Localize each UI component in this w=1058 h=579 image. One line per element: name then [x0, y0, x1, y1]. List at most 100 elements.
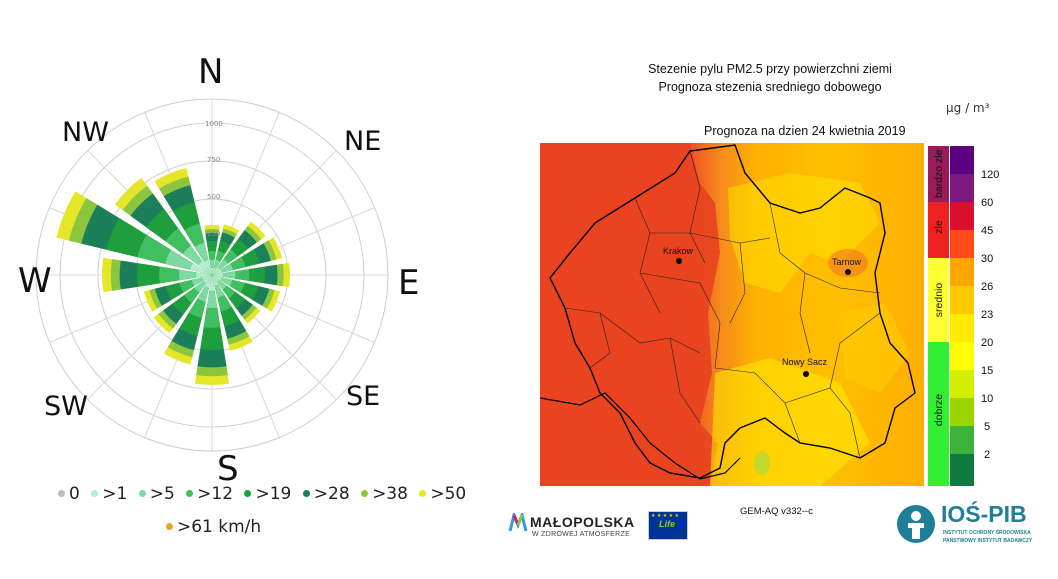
wind-speed-legend-row2: >61 km/h [160, 517, 261, 537]
city-dot-krakow [676, 258, 682, 264]
life-logo-text: Life [659, 519, 676, 529]
compass-e: E [398, 263, 420, 303]
wind-rose-petal [209, 260, 215, 275]
wind-rose-petal [202, 275, 212, 281]
city-dot-tarnow [845, 269, 851, 275]
wind-rose-petal [203, 275, 212, 284]
colorbar-tick: 10 [981, 393, 994, 405]
wind-rose-petal [179, 269, 212, 281]
wind-rose-petal [212, 275, 222, 281]
wind-rose-petal [210, 268, 214, 275]
compass-se: SE [346, 381, 381, 412]
radial-tick-250: 250 [207, 230, 220, 238]
wind-rose-petal [212, 267, 216, 275]
compass-n: N [198, 52, 224, 92]
malopolska-logo-icon [508, 513, 528, 532]
radial-tick-750: 750 [207, 156, 220, 164]
wind-rose-petal [212, 275, 218, 286]
category-bardzo-zle [928, 146, 949, 202]
compass-w: W [18, 261, 52, 301]
legend-swatch [91, 489, 99, 497]
legend-label: >5 [149, 484, 175, 504]
low-concentration-spot [754, 451, 770, 475]
city-label-krakow: Krakow [663, 246, 694, 256]
eu-stars-icon: ★ ★ ★ ★ ★ [651, 513, 679, 519]
ios-pib-logo-icon [897, 505, 935, 543]
wind-rose-petal [190, 263, 212, 275]
colorbar-tick: 20 [981, 337, 994, 349]
city-dot-nowy-sacz [803, 371, 809, 377]
wind-rose-petal [196, 272, 212, 278]
colorbar-tick: 45 [981, 225, 994, 237]
colorbar-tick: 30 [981, 253, 994, 265]
colorbar-tick: 23 [981, 309, 994, 321]
legend-label: >50 [430, 484, 467, 504]
colorbar-tick: 60 [981, 197, 994, 209]
colorbar-tick: 15 [981, 365, 994, 377]
legend-swatch [166, 522, 173, 530]
wind-rose-petal [205, 275, 212, 288]
malopolska-logo-text: MAŁOPOLSKA [530, 514, 635, 530]
wind-speed-legend: 0 >1 >5 >12 >19 >28 >38 >50 [52, 484, 466, 504]
wind-rose-petal [212, 267, 220, 275]
city-label-nowy-sacz: Nowy Sacz [782, 357, 828, 367]
legend-swatch [361, 489, 369, 497]
pm25-map: Krakow Tarnow Nowy Sacz [540, 143, 924, 486]
moderate-zone-east [840, 303, 910, 393]
category-label-srednio: srednio [933, 282, 945, 318]
wind-rose-petal [206, 275, 218, 308]
map-subtitle: Prognoza stezenia sredniego dobowego [658, 80, 882, 94]
category-dobrze [928, 342, 949, 486]
legend-swatch [138, 489, 146, 497]
forecast-date: Prognoza na dzien 24 kwietnia 2019 [704, 124, 906, 138]
colorbar-tick: 5 [984, 421, 991, 433]
legend-swatch [244, 489, 252, 497]
legend-label: >38 [372, 484, 408, 504]
wind-rose-petal [212, 269, 222, 275]
legend-label: 0 [69, 484, 80, 504]
wind-rose-petal [212, 271, 236, 279]
category-zle [928, 202, 949, 258]
wind-rose-petal [212, 273, 223, 277]
moderate-zone-south [710, 358, 870, 486]
legend-label: >12 [197, 484, 234, 504]
ios-pib-subtext-2: PAŃSTWOWY INSTYTUT BADAWCZY [943, 538, 1033, 544]
compass-nw: NW [62, 117, 109, 148]
high-concentration-zone [540, 143, 720, 486]
county-borders [564, 150, 881, 459]
legend-label: >19 [255, 484, 292, 504]
radial-tick-1000: 1000 [205, 120, 223, 128]
tarnow-hotspot [828, 249, 868, 277]
unit-label: µg / m³ [946, 101, 990, 115]
legend-swatch [186, 489, 194, 497]
legend-label: >28 [313, 484, 350, 504]
compass-sw: SW [44, 391, 88, 422]
category-label-bardzo-zle: bardzo zle [933, 149, 945, 198]
malopolska-logo: MAŁOPOLSKA W ZDROWEJ ATMOSFERZE [508, 510, 643, 540]
scale-column [950, 146, 974, 486]
colorbar-tick: 26 [981, 281, 994, 293]
country-border [540, 392, 741, 480]
ios-pib-subtext-1: INSTYTUT OCHRONY ŚRODOWISKA [943, 530, 1031, 536]
city-label-tarnow: Tarnow [832, 257, 862, 267]
category-srednio [928, 258, 949, 342]
wind-rose-petal [203, 260, 212, 275]
colorbar-tick: 120 [981, 169, 1000, 181]
category-label-zle: zle [933, 220, 945, 234]
moderate-zone-north [728, 173, 880, 293]
legend-swatch [58, 489, 65, 497]
ios-pib-logo: IOŚ-PIB INSTYTUT OCHRONY ŚRODOWISKA PAŃS… [895, 501, 1045, 549]
compass-s: S [217, 449, 239, 489]
wind-rose-petal [209, 275, 215, 291]
ios-pib-logo-text: IOŚ-PIB [941, 501, 1027, 527]
map-title: Stezenie pylu PM2.5 przy powierzchni zie… [648, 62, 892, 76]
eu-life-logo: Life ★ ★ ★ ★ ★ [648, 511, 688, 540]
category-label-dobrze: dobrze [933, 393, 945, 427]
legend-swatch [419, 489, 427, 497]
pm25-map-canvas [540, 143, 924, 486]
wind-rose-petal [212, 275, 219, 282]
wind-rose-panel: 1000 750 500 250 N NE E SE S SW W NW 0 >… [0, 0, 500, 574]
radial-tick-500: 500 [207, 193, 220, 201]
colorbar-tick: 2 [984, 449, 991, 461]
colorbar [928, 146, 974, 486]
